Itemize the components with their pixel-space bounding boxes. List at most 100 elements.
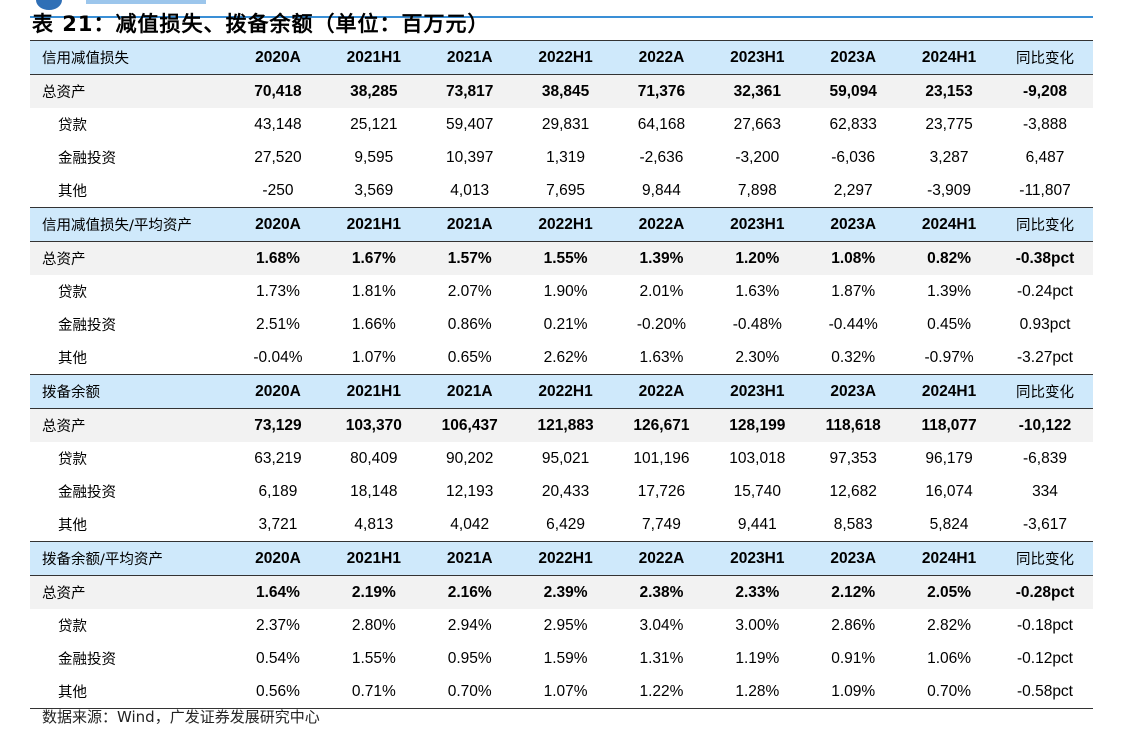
column-header: 2023A <box>805 541 902 576</box>
row-label: 总资产 <box>30 74 230 108</box>
value-cell: -0.18pct <box>1016 616 1073 634</box>
table-row: 贷款 63,219 80,409 90,202 95,021 101,196 103,018… <box>30 442 1093 475</box>
value-cell: 23,153 <box>901 74 997 108</box>
value-cell: 64,168 <box>637 115 686 133</box>
value-cell: 1.09% <box>805 675 902 709</box>
section-header-row: 信用减值损失/平均资产 2020A 2021H1 2021A 2022H1 2022A 20… <box>30 207 1093 242</box>
value-cell: -9,208 <box>997 74 1093 108</box>
row-label: 其他 <box>58 518 87 534</box>
value-cell: 1.87% <box>831 282 876 300</box>
value-cell: 73,129 <box>230 408 326 442</box>
value-cell: 2.16% <box>421 575 518 609</box>
value-cell: 1.63% <box>735 282 780 300</box>
value-cell: 101,196 <box>633 449 690 467</box>
column-header: 2022A <box>613 374 710 409</box>
value-cell: 334 <box>1032 482 1058 500</box>
value-cell: 1.39% <box>927 282 972 300</box>
column-header: 2022H1 <box>517 374 614 409</box>
value-cell: 3,721 <box>258 515 298 533</box>
value-cell: 1,319 <box>546 148 585 166</box>
value-cell: -10,122 <box>997 408 1093 442</box>
value-cell: 96,179 <box>925 449 973 467</box>
row-label: 金融投资 <box>58 652 116 668</box>
column-header: 同比变化 <box>997 374 1093 409</box>
value-cell: -3,200 <box>735 148 780 166</box>
value-cell: -11,807 <box>1019 181 1071 199</box>
section-header-row: 信用减值损失 2020A 2021H1 2021A 2022H1 2022A 2023H1 2… <box>30 40 1093 75</box>
value-cell: 1.67% <box>325 241 422 275</box>
value-cell: 2.82% <box>927 616 972 634</box>
column-header: 2021A <box>421 541 518 576</box>
value-cell: 0.65% <box>447 348 492 366</box>
value-cell: 3.00% <box>735 616 780 634</box>
value-cell: 0.54% <box>255 649 300 667</box>
column-header: 2021H1 <box>325 40 422 75</box>
value-cell: 0.56% <box>230 675 326 709</box>
row-label: 总资产 <box>30 575 230 609</box>
value-cell: 23,775 <box>925 115 973 133</box>
value-cell: 2.07% <box>447 282 492 300</box>
table-row: 贷款 43,148 25,121 59,407 29,831 64,168 27,663 62… <box>30 108 1093 141</box>
column-header: 2021A <box>421 374 518 409</box>
value-cell: 0.93pct <box>1019 315 1071 333</box>
value-cell: 7,695 <box>546 181 585 199</box>
value-cell: -3.27pct <box>1016 348 1073 366</box>
value-cell: 3,569 <box>354 181 394 199</box>
value-cell: 1.68% <box>230 241 326 275</box>
value-cell: 2.38% <box>613 575 710 609</box>
company-logo-strip <box>0 0 1123 18</box>
value-cell: 59,407 <box>445 115 494 133</box>
value-cell: 90,202 <box>445 449 494 467</box>
value-cell: 43,148 <box>254 115 302 133</box>
value-cell: 29,831 <box>541 115 590 133</box>
value-cell: 97,353 <box>829 449 877 467</box>
value-cell: 0.82% <box>901 241 997 275</box>
value-cell: 103,018 <box>729 449 786 467</box>
column-header: 2020A <box>230 207 326 242</box>
value-cell: 9,441 <box>737 515 777 533</box>
value-cell: 2,297 <box>833 181 873 199</box>
column-header: 2021H1 <box>325 374 422 409</box>
value-cell: 20,433 <box>541 482 590 500</box>
column-header: 2024H1 <box>901 374 997 409</box>
total-row: 总资产 1.64% 2.19% 2.16% 2.39% 2.38% 2.33% 2.12% 2.… <box>30 575 1093 609</box>
header-rule <box>30 16 1093 18</box>
value-cell: -0.44% <box>828 315 878 333</box>
value-cell: 15,740 <box>733 482 782 500</box>
value-cell: 27,520 <box>254 148 302 166</box>
value-cell: -0.28pct <box>997 575 1093 609</box>
value-cell: 2.37% <box>255 616 300 634</box>
row-label: 贷款 <box>58 285 87 301</box>
value-cell: -3,888 <box>1023 115 1067 133</box>
value-cell: 106,437 <box>421 408 518 442</box>
value-cell: 0.71% <box>325 675 422 709</box>
value-cell: 2.33% <box>709 575 806 609</box>
value-cell: -0.97% <box>924 348 974 366</box>
value-cell: -6,839 <box>1023 449 1067 467</box>
value-cell: 2.51% <box>255 315 300 333</box>
table-row: 其他 3,721 4,813 4,042 6,429 7,749 9,441 8,583 5,8… <box>30 508 1093 542</box>
row-label: 总资产 <box>30 408 230 442</box>
column-header: 2022A <box>613 40 710 75</box>
value-cell: -3,909 <box>927 181 972 199</box>
value-cell: 38,845 <box>517 74 614 108</box>
value-cell: -0.38pct <box>997 241 1093 275</box>
value-cell: 95,021 <box>541 449 590 467</box>
logo-text-graphic <box>86 0 206 4</box>
value-cell: 8,583 <box>833 515 873 533</box>
column-header: 2023A <box>805 207 902 242</box>
value-cell: 73,817 <box>421 74 518 108</box>
value-cell: 1.55% <box>517 241 614 275</box>
table-row: 金融投资 6,189 18,148 12,193 20,433 17,726 15,740 1… <box>30 475 1093 508</box>
value-cell: 2.80% <box>351 616 396 634</box>
value-cell: -6,036 <box>831 148 876 166</box>
value-cell: 118,077 <box>901 408 997 442</box>
column-header: 2022A <box>613 207 710 242</box>
value-cell: 4,813 <box>354 515 394 533</box>
column-header: 2021H1 <box>325 541 422 576</box>
column-header: 2024H1 <box>901 207 997 242</box>
column-header: 同比变化 <box>997 207 1093 242</box>
value-cell: 27,663 <box>733 115 782 133</box>
total-row: 总资产 1.68% 1.67% 1.57% 1.55% 1.39% 1.20% 1.08% 0.… <box>30 241 1093 275</box>
value-cell: 6,429 <box>546 515 585 533</box>
